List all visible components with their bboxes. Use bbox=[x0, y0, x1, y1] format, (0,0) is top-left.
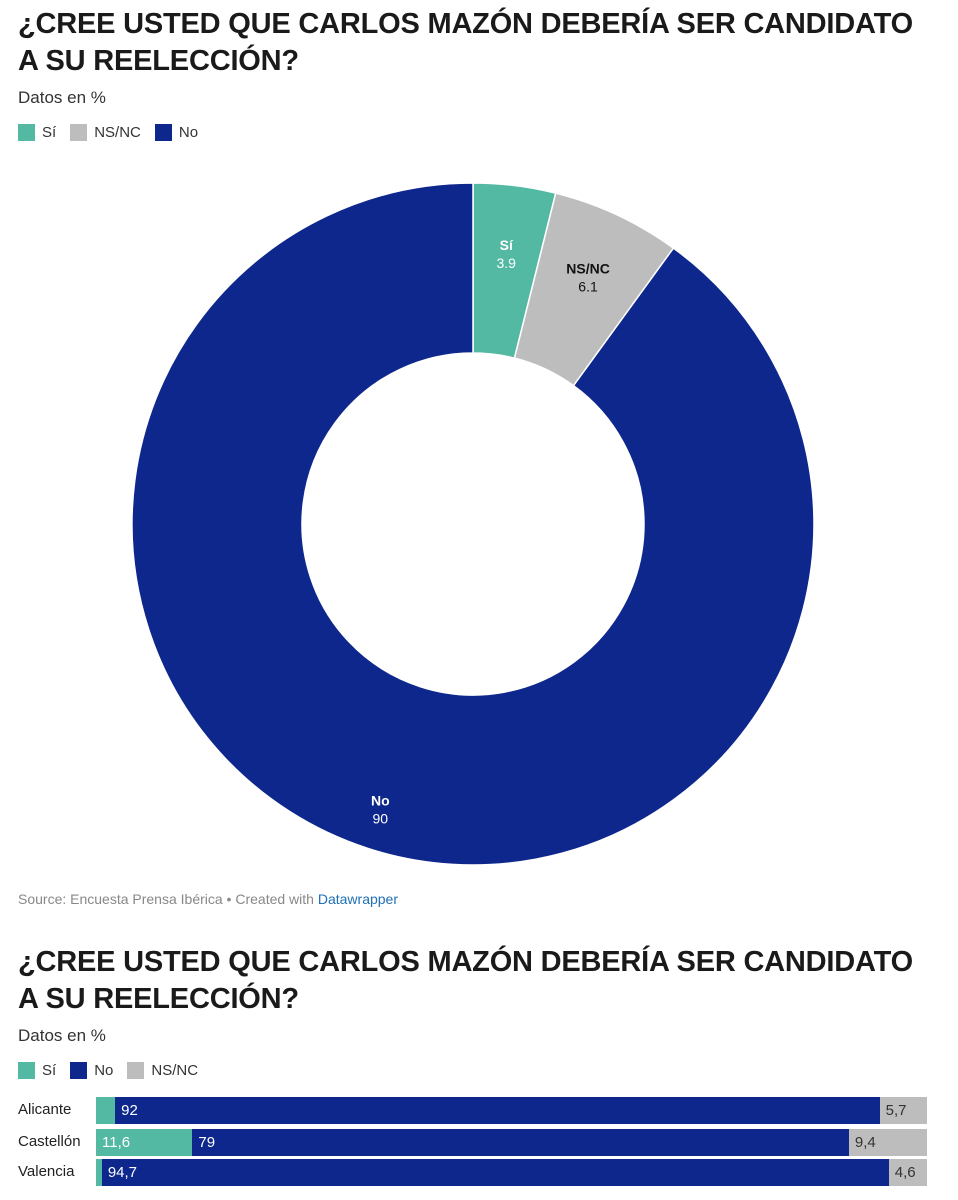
bar-segment-s bbox=[96, 1159, 102, 1186]
donut-chart: Sí 3.9 NS/NC 6.1 No 90 bbox=[131, 182, 815, 866]
chart2-subtitle: Datos en % bbox=[18, 1026, 106, 1045]
legend-label: Sí bbox=[42, 1062, 57, 1079]
donut-label-value: 90 bbox=[373, 810, 389, 826]
legend-item-no: No bbox=[154, 124, 199, 141]
donut-label-name: No bbox=[371, 792, 390, 808]
bar-segment-s: 11,6 bbox=[96, 1129, 193, 1156]
bar-value-label: 4,6 bbox=[894, 1164, 916, 1181]
bar-segment-nsnc: 5,7 bbox=[879, 1097, 927, 1124]
bar-track: 92 5,7 bbox=[96, 1097, 927, 1124]
donut-label-value: 3.9 bbox=[497, 255, 517, 271]
bar-value-label: 79 bbox=[198, 1134, 216, 1151]
legend-swatch bbox=[18, 1062, 35, 1079]
chart1-subtitle: Datos en % bbox=[18, 88, 106, 107]
bar-segment-nsnc: 4,6 bbox=[888, 1159, 927, 1186]
donut-label-name: Sí bbox=[500, 237, 514, 253]
bar-segment-nsnc: 9,4 bbox=[848, 1129, 927, 1156]
bar-row: Alicante 92 5,7 bbox=[0, 1097, 958, 1124]
source-text: Source: Encuesta Prensa Ibérica • Create… bbox=[18, 891, 318, 907]
chart1-title: ¿CREE USTED QUE CARLOS MAZÓN DEBERÍA SER… bbox=[18, 8, 913, 77]
legend-label: NS/NC bbox=[94, 124, 141, 141]
chart1-legend: Sí NS/NC No bbox=[18, 124, 212, 141]
legend-item-si: Sí bbox=[18, 1062, 56, 1079]
bar-segment-no: 94,7 bbox=[101, 1159, 889, 1186]
donut-label-value: 6.1 bbox=[578, 279, 598, 295]
legend-item-no: No bbox=[70, 1062, 113, 1079]
legend-label: No bbox=[94, 1062, 114, 1079]
bar-value-label: 5,7 bbox=[885, 1102, 907, 1119]
legend-item-nsnc: NS/NC bbox=[70, 124, 141, 141]
legend-swatch bbox=[70, 1062, 88, 1079]
legend-label: NS/NC bbox=[151, 1062, 199, 1079]
bar-row: Valencia 94,7 4,6 bbox=[0, 1159, 958, 1186]
chart2-legend: Sí No NS/NC bbox=[18, 1062, 212, 1079]
category-label: Castellón bbox=[18, 1133, 81, 1150]
bar-segment-no: 79 bbox=[192, 1129, 849, 1156]
legend-label: No bbox=[178, 124, 199, 141]
bar-value-label: 94,7 bbox=[107, 1164, 138, 1181]
bar-track: 11,6 79 9,4 bbox=[96, 1129, 927, 1156]
bar-segment-no: 92 bbox=[115, 1097, 880, 1124]
datawrapper-link[interactable]: Datawrapper bbox=[317, 891, 398, 907]
bar-track: 94,7 4,6 bbox=[96, 1159, 927, 1186]
legend-item-nsnc: NS/NC bbox=[127, 1062, 198, 1079]
donut-slice-2 bbox=[131, 182, 815, 866]
chart1-source: Source: Encuesta Prensa Ibérica • Create… bbox=[18, 891, 398, 907]
legend-swatch bbox=[18, 124, 35, 141]
bar-value-label: 11,6 bbox=[102, 1134, 131, 1151]
legend-swatch bbox=[154, 124, 172, 141]
legend-swatch bbox=[127, 1062, 145, 1079]
donut-label-name: NS/NC bbox=[566, 261, 610, 277]
bar-row: Castellón 11,6 79 9,4 bbox=[0, 1129, 958, 1156]
category-label: Alicante bbox=[18, 1101, 72, 1118]
bar-value-label: 92 bbox=[121, 1102, 138, 1119]
legend-item-si: Sí bbox=[18, 124, 56, 141]
legend-label: Sí bbox=[42, 124, 57, 141]
chart2-title: ¿CREE USTED QUE CARLOS MAZÓN DEBERÍA SER… bbox=[18, 946, 913, 1015]
category-label: Valencia bbox=[18, 1163, 75, 1180]
bar-value-label: 9,4 bbox=[854, 1134, 876, 1151]
legend-swatch bbox=[70, 124, 88, 141]
bar-segment-s bbox=[96, 1097, 116, 1124]
